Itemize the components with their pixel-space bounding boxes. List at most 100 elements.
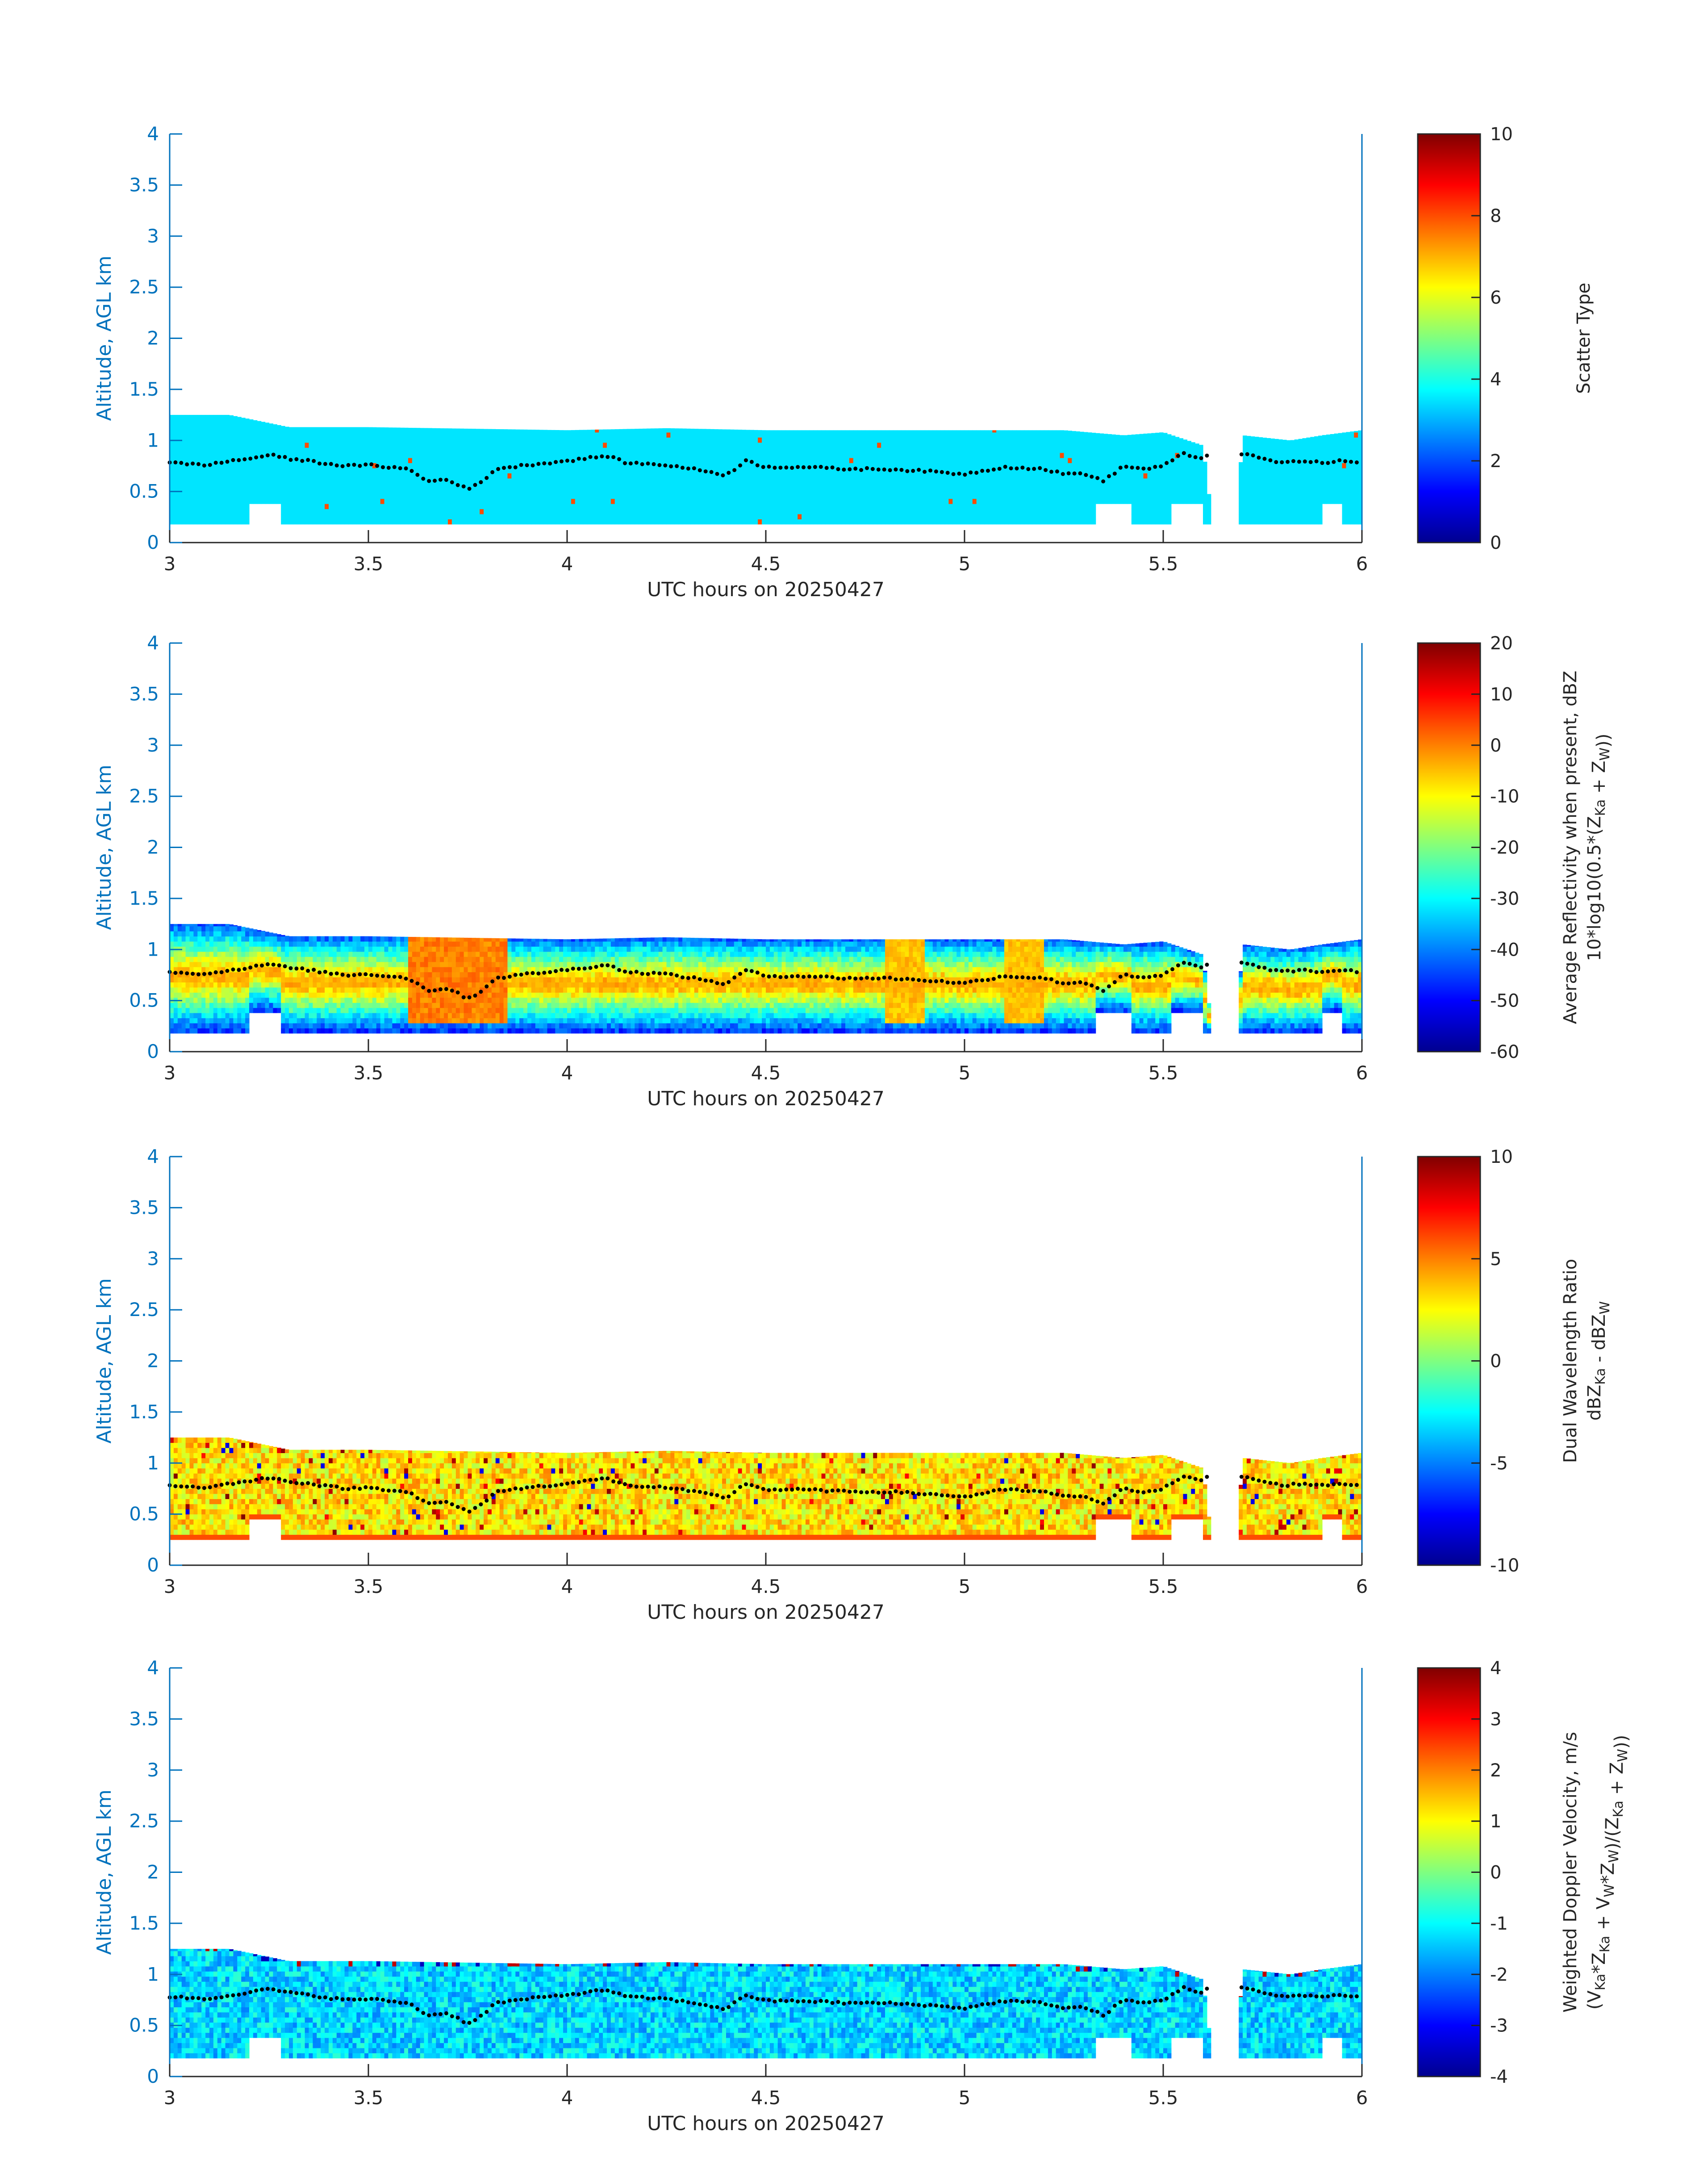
boundary-dot [744, 458, 748, 463]
x-tick-label: 3 [164, 1062, 176, 1084]
boundary-dot [375, 974, 380, 978]
y-tick-label: 2 [147, 327, 159, 349]
y-tick-label: 0 [147, 2065, 159, 2087]
y-tick-label: 1.5 [129, 887, 159, 909]
boundary-dot [496, 467, 501, 471]
y-tick-label: 1 [147, 1452, 159, 1474]
colorbar-tick-label: 8 [1490, 206, 1501, 226]
boundary-dot [1055, 2004, 1059, 2009]
boundary-dot [1199, 1990, 1203, 1995]
boundary-dot [530, 1995, 535, 2000]
boundary-dot [784, 1487, 789, 1492]
boundary-dot [554, 460, 558, 464]
x-tick-label: 4 [561, 2087, 573, 2109]
boundary-dot [646, 1996, 650, 2001]
cloud-boundary-dots [167, 1985, 1359, 2025]
colorbar-tick-label: -1 [1490, 1914, 1508, 1934]
boundary-dot [709, 1492, 714, 1496]
y-axis-label: Altitude, AGL km [93, 255, 116, 421]
boundary-dot [1337, 1482, 1342, 1486]
boundary-dot [1020, 465, 1025, 470]
boundary-dot [923, 978, 927, 983]
colorbar-tick-label: 1 [1490, 1811, 1501, 1832]
boundary-dot [237, 1993, 241, 1997]
boundary-dot [1003, 2000, 1007, 2004]
boundary-dot [363, 1997, 368, 2002]
boundary-dot [882, 1490, 886, 1495]
boundary-dot [727, 2005, 731, 2009]
boundary-dot [548, 970, 552, 974]
boundary-dot [600, 454, 604, 459]
boundary-dot [484, 476, 489, 480]
boundary-dot [496, 2000, 501, 2004]
boundary-dot [663, 463, 668, 468]
boundary-dot [1354, 970, 1359, 974]
boundary-dot [444, 478, 448, 482]
boundary-dot [917, 468, 921, 472]
boundary-dot [1280, 1483, 1284, 1488]
boundary-dot [721, 982, 725, 986]
boundary-dot [513, 1998, 518, 2002]
boundary-dot [1032, 467, 1036, 471]
boundary-dot [450, 2014, 454, 2018]
boundary-dot [1343, 1993, 1348, 1998]
boundary-dot [1141, 975, 1146, 979]
x-tick-label: 5.5 [1148, 553, 1178, 575]
boundary-dot [277, 1477, 281, 1481]
boundary-dot [870, 976, 875, 981]
boundary-dot [623, 969, 627, 974]
boundary-dot [1095, 2010, 1100, 2014]
y-tick-label: 0 [147, 1554, 159, 1576]
boundary-dot [1090, 1497, 1094, 1502]
boundary-dot [686, 2000, 690, 2005]
boundary-dot [1130, 1998, 1134, 2003]
boundary-dot [974, 978, 979, 983]
boundary-dot [761, 465, 765, 469]
boundary-dot [536, 971, 541, 976]
boundary-dot [1009, 1487, 1013, 1492]
x-tick-label: 5.5 [1148, 2087, 1178, 2109]
boundary-dot [427, 1501, 431, 1505]
boundary-dot [1320, 461, 1324, 465]
boundary-dot [450, 988, 454, 993]
colorbar-tick-label: -50 [1490, 991, 1519, 1011]
boundary-dot [473, 483, 477, 487]
x-axis-label: UTC hours on 20250427 [647, 1087, 885, 1110]
boundary-dot [1286, 968, 1290, 973]
colorbar-label: Scatter Type [1574, 283, 1594, 394]
boundary-dot [536, 462, 541, 466]
boundary-dot [617, 457, 622, 461]
boundary-dot [686, 1489, 690, 1493]
boundary-dot [1136, 975, 1140, 979]
y-tick-label: 4 [147, 1145, 159, 1167]
boundary-dot [473, 1506, 477, 1510]
boundary-dot [1147, 975, 1152, 979]
boundary-dot [830, 975, 835, 979]
boundary-dot [525, 1485, 529, 1490]
boundary-dot [1326, 1994, 1330, 1998]
boundary-dot [773, 1487, 777, 1492]
y-tick-label: 1.5 [129, 1401, 159, 1423]
boundary-dot [1170, 967, 1174, 971]
colorbar-tick-label: -40 [1490, 940, 1519, 960]
y-tick-label: 3.5 [129, 1196, 159, 1218]
boundary-dot [1239, 452, 1244, 456]
boundary-dot [254, 963, 259, 968]
boundary-dot [196, 462, 200, 466]
boundary-dot [807, 465, 811, 469]
boundary-dot [669, 972, 673, 976]
boundary-dot [1136, 1489, 1140, 1494]
x-tick-label: 5.5 [1148, 1575, 1178, 1597]
boundary-dot [323, 969, 327, 974]
boundary-dot [824, 974, 829, 978]
boundary-dot [709, 979, 714, 983]
boundary-dot [732, 468, 737, 472]
boundary-dot [294, 1481, 299, 1485]
boundary-dot [1274, 1481, 1278, 1486]
boundary-dot [329, 972, 333, 976]
boundary-dot [709, 470, 714, 474]
boundary-dot [1015, 975, 1019, 979]
x-tick-label: 3 [164, 2087, 176, 2109]
boundary-dot [536, 1995, 541, 1999]
boundary-dot [1326, 1483, 1330, 1488]
